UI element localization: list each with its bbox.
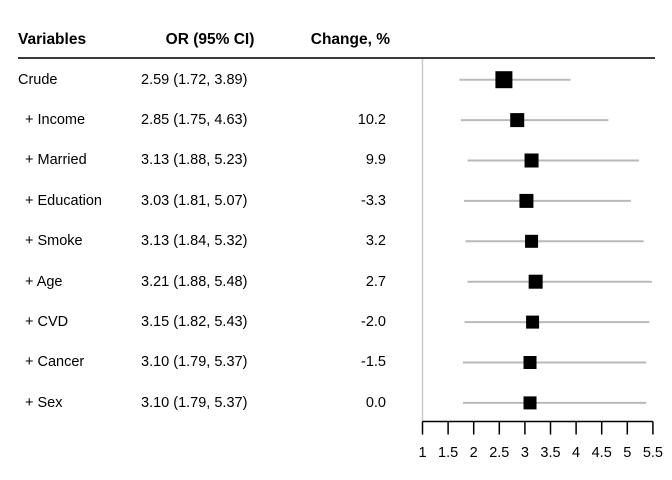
axis-tick-label: 1.5 — [438, 445, 458, 461]
axis-tick-label: 5.5 — [643, 445, 663, 461]
header-rule — [18, 57, 655, 59]
or-ci-value: 3.15 (1.82, 5.43) — [141, 314, 248, 331]
variable-label: + Age — [25, 273, 63, 290]
table-row: + Cancer 3.10 (1.79, 5.37) -1.5 — [0, 342, 420, 382]
or-ci-value: 3.10 (1.79, 5.37) — [141, 354, 248, 371]
axis-tick-label: 2.5 — [489, 445, 509, 461]
or-marker — [526, 315, 540, 329]
change-value: 9.9 — [365, 152, 386, 169]
or-ci-value: 3.13 (1.88, 5.23) — [141, 152, 248, 169]
table-row: + Smoke 3.13 (1.84, 5.32) 3.2 — [0, 221, 420, 261]
model-table: Crude 2.59 (1.72, 3.89) + Income 2.85 (1.75… — [0, 60, 420, 424]
table-row: + Sex 3.10 (1.79, 5.37) 0.0 — [0, 383, 420, 423]
or-ci-value: 3.10 (1.79, 5.37) — [141, 394, 248, 411]
or-marker — [525, 234, 539, 248]
axis-tick-label: 3.5 — [540, 445, 560, 461]
table-row: Crude 2.59 (1.72, 3.89) — [0, 60, 420, 100]
change-value: -2.0 — [361, 314, 386, 331]
col-header-or-ci: OR (95% CI) — [165, 31, 255, 48]
col-header-variables: Variables — [18, 31, 87, 48]
table-row: + Income 2.85 (1.75, 4.63) 10.2 — [0, 100, 420, 140]
table-row: + Education 3.03 (1.81, 5.07) -3.3 — [0, 181, 420, 221]
or-marker — [524, 153, 539, 168]
change-value: 10.2 — [357, 112, 386, 129]
axis-tick-label: 5 — [623, 445, 631, 461]
table-row: + Age 3.21 (1.88, 5.48) 2.7 — [0, 261, 420, 301]
variable-label: + Education — [25, 192, 102, 209]
or-ci-value: 2.85 (1.75, 4.63) — [141, 112, 248, 129]
or-marker — [519, 193, 534, 208]
change-value: 0.0 — [365, 394, 386, 411]
change-value: 2.7 — [365, 273, 386, 290]
variable-label: + Smoke — [25, 233, 83, 250]
or-ci-value: 2.59 (1.72, 3.89) — [141, 71, 248, 88]
or-ci-value: 3.03 (1.81, 5.07) — [141, 192, 248, 209]
change-value: 3.2 — [365, 233, 386, 250]
axis-tick-label: 3 — [521, 445, 529, 461]
or-marker — [523, 356, 537, 369]
variable-label: Crude — [18, 71, 58, 88]
table-row: + Married 3.13 (1.88, 5.23) 9.9 — [0, 140, 420, 180]
axis-tick-label: 4.5 — [592, 445, 612, 461]
or-marker — [510, 113, 525, 128]
or-marker — [495, 71, 513, 89]
or-marker — [523, 396, 537, 410]
change-value: -1.5 — [361, 354, 386, 371]
variable-label: + Cancer — [25, 354, 85, 371]
or-ci-value: 3.13 (1.84, 5.32) — [141, 233, 248, 250]
axis-tick-label: 1 — [418, 445, 426, 461]
or-ci-value: 3.21 (1.88, 5.48) — [141, 273, 248, 290]
or-marker — [528, 274, 543, 289]
variable-label: + Income — [25, 112, 86, 129]
change-value: -3.3 — [361, 192, 386, 209]
col-header-change: Change, % — [310, 31, 390, 48]
variable-label: + Sex — [25, 394, 63, 411]
table-row: + CVD 3.15 (1.82, 5.43) -2.0 — [0, 302, 420, 342]
axis-tick-label: 4 — [572, 445, 580, 461]
axis-tick-label: 2 — [470, 445, 478, 461]
variable-label: + Married — [25, 152, 87, 169]
variable-label: + CVD — [25, 314, 69, 331]
